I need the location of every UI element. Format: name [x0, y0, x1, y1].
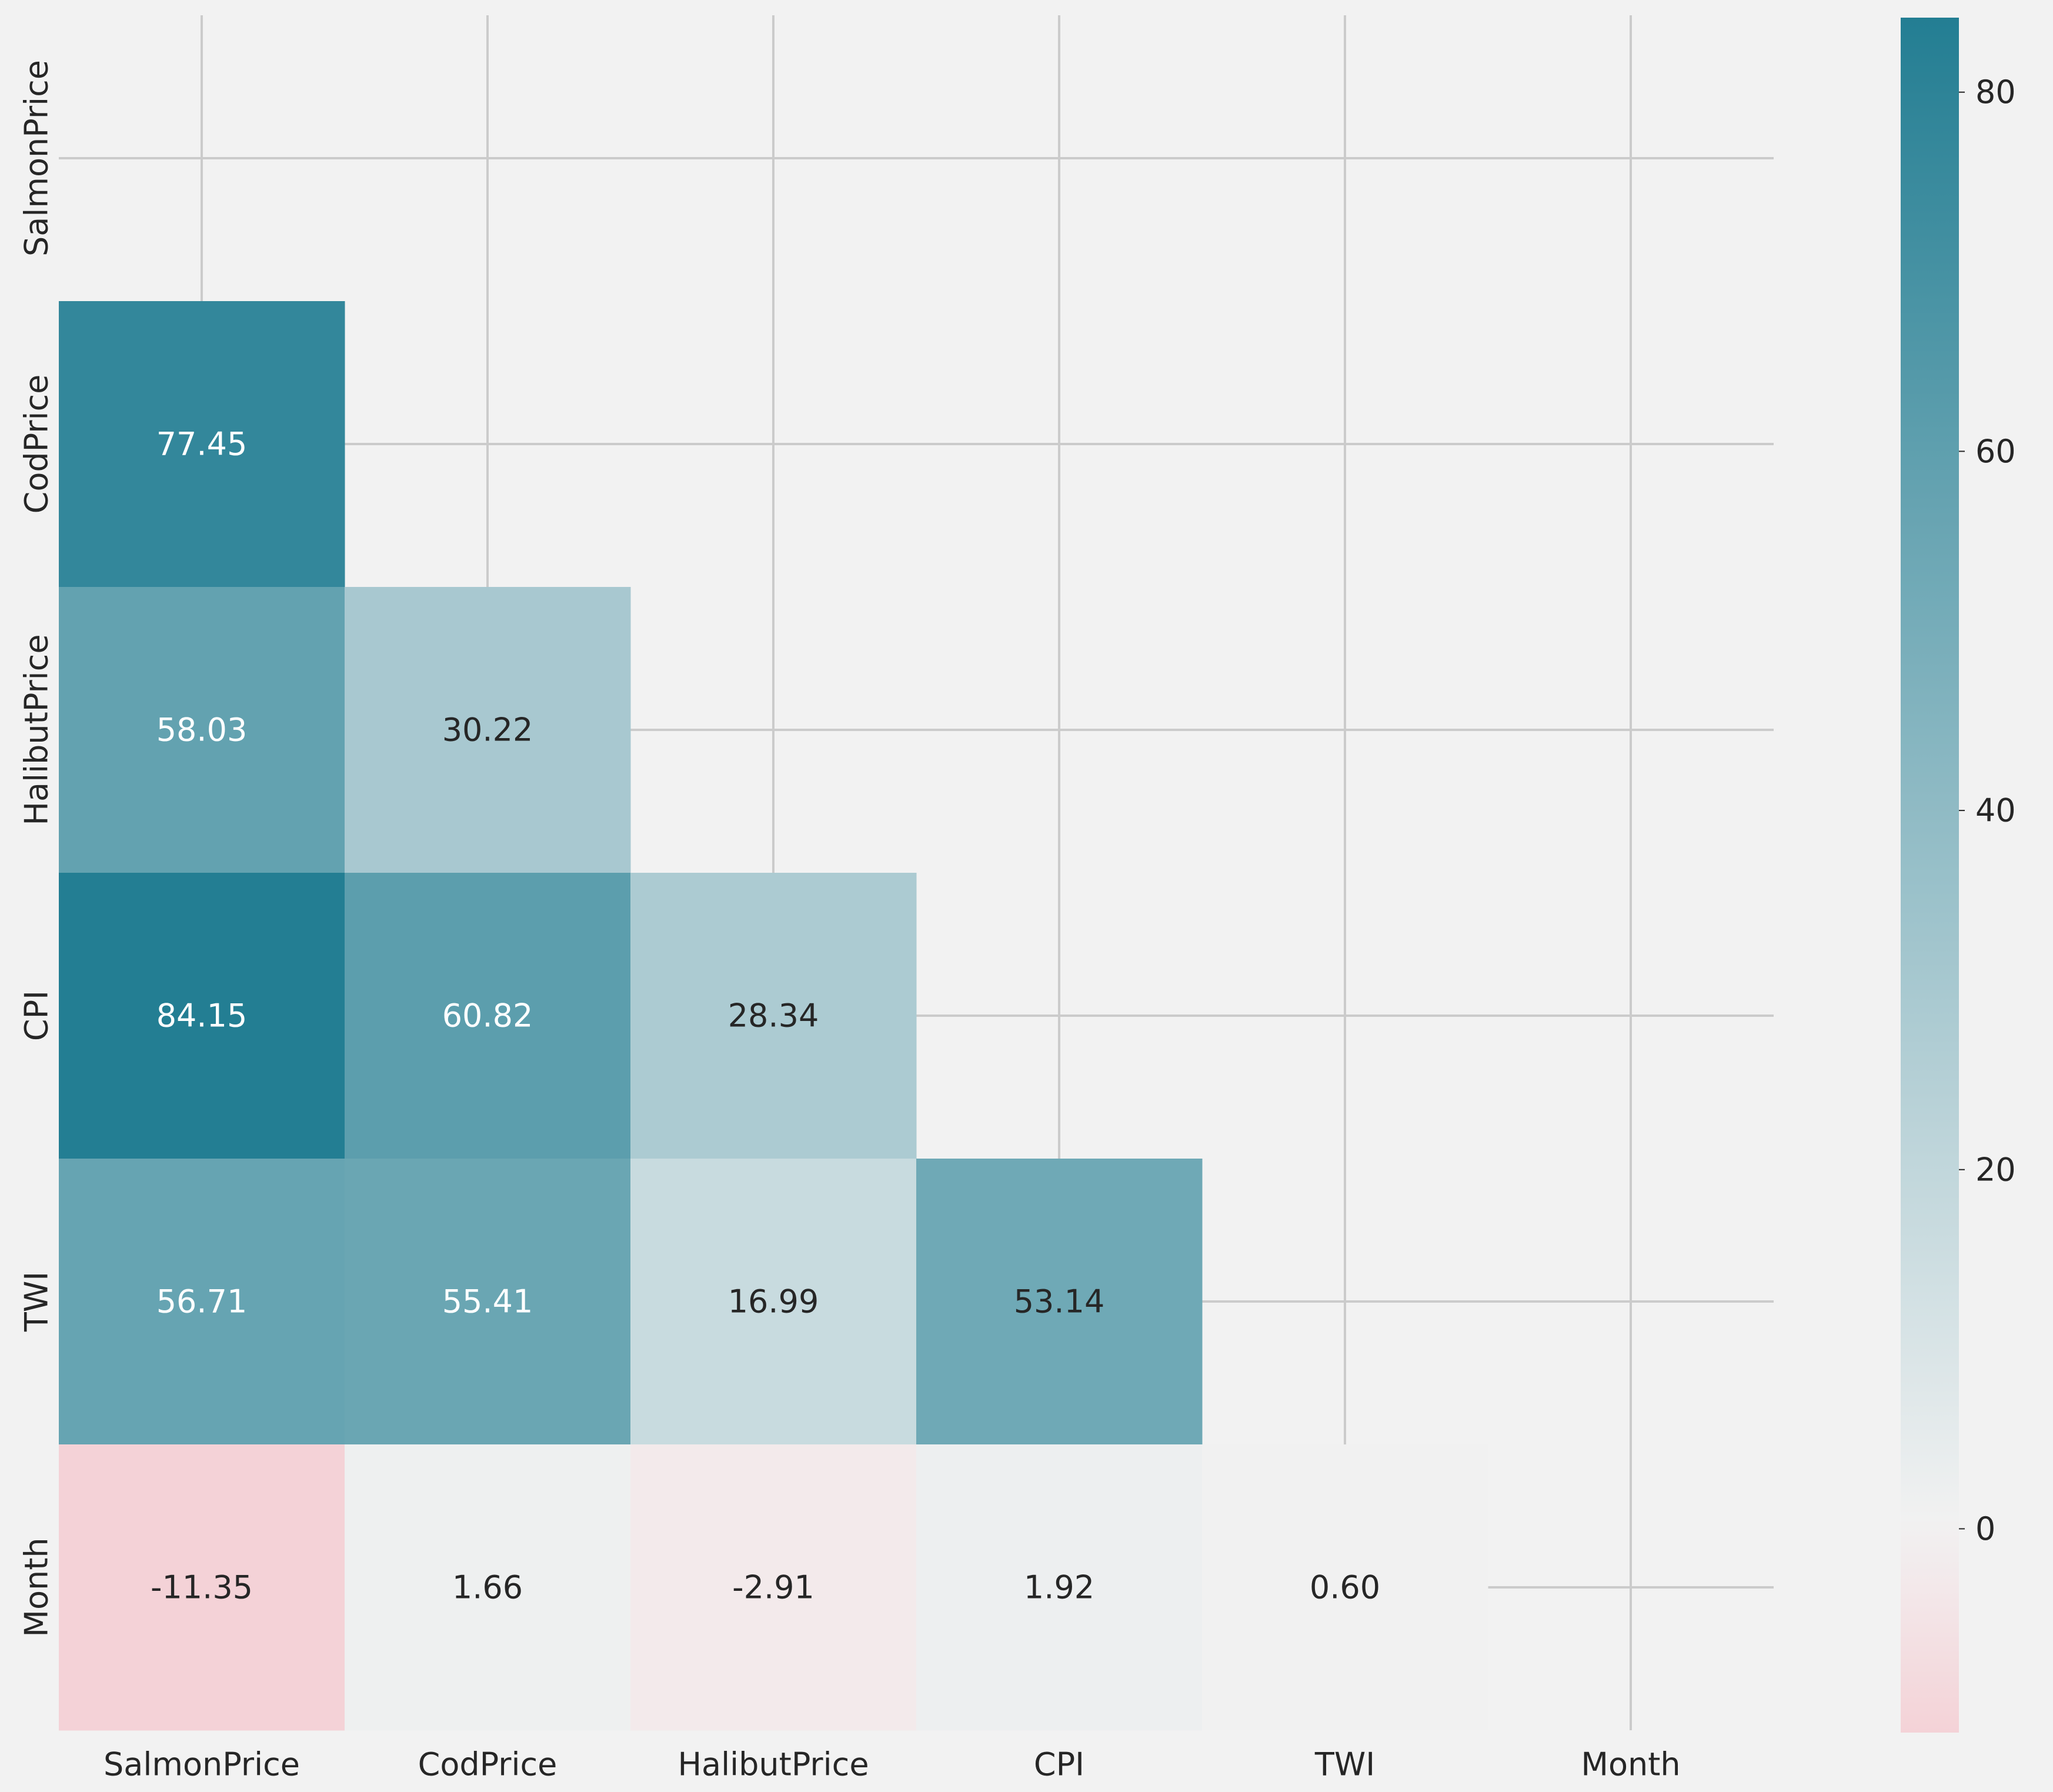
- heatmap-cell-twi-cpi: [916, 1159, 1203, 1445]
- heatmap-cell-twi-salmonprice: [59, 1159, 345, 1445]
- y-tick-label-twi: TWI: [18, 1272, 55, 1332]
- x-tick-label-month: Month: [1581, 1746, 1680, 1783]
- heatmap-cell-codprice-salmonprice: [59, 301, 345, 588]
- heatmap-cell-cpi-codprice: [345, 873, 631, 1159]
- colorbar: 0 20 40 60 80: [1901, 18, 2016, 1733]
- cell-label-halibutprice-salmonprice: 58.03: [156, 712, 248, 749]
- y-tick-label-cpi: CPI: [18, 990, 55, 1041]
- cell-label-twi-cpi: 53.14: [1014, 1283, 1105, 1320]
- heatmap-cell-halibutprice-salmonprice: [59, 587, 345, 873]
- colorbar-tick-label-60: 60: [1975, 433, 2016, 470]
- y-tick-label-salmonprice: SalmonPrice: [18, 60, 55, 256]
- cell-label-month-twi: 0.60: [1310, 1569, 1380, 1606]
- heatmap-cell-twi-halibutprice: [630, 1159, 917, 1445]
- y-tick-label-halibutprice: HalibutPrice: [18, 634, 55, 825]
- cell-label-twi-codprice: 55.41: [442, 1283, 533, 1320]
- x-tick-label-twi: TWI: [1314, 1746, 1375, 1783]
- colorbar-tick-label-80: 80: [1975, 74, 2016, 111]
- heatmap-cell-month-halibutprice: [630, 1444, 917, 1731]
- heatmap-cell-month-salmonprice: [59, 1444, 345, 1731]
- cell-label-codprice-salmonprice: 77.45: [156, 426, 248, 463]
- heatmap-cell-cpi-salmonprice: [59, 873, 345, 1159]
- cell-label-twi-halibutprice: 16.99: [728, 1283, 819, 1320]
- heatmap-cell-month-cpi: [916, 1444, 1203, 1731]
- cell-label-cpi-halibutprice: 28.34: [728, 997, 819, 1035]
- labels-layer: 77.45 58.03 30.22 84.15 60.82 28.34 56.71 55.41…: [151, 426, 1380, 1606]
- cell-label-month-codprice: 1.66: [452, 1569, 523, 1606]
- y-axis: SalmonPrice CodPrice HalibutPrice CPI TWI Mon…: [18, 60, 55, 1637]
- cell-label-month-salmonprice: -11.35: [151, 1569, 253, 1606]
- cell-label-cpi-codprice: 60.82: [442, 997, 533, 1035]
- heatmap-cell-twi-codprice: [345, 1159, 631, 1445]
- cells-layer: [59, 301, 1488, 1731]
- x-tick-label-halibutprice: HalibutPrice: [677, 1746, 869, 1783]
- x-tick-label-salmonprice: SalmonPrice: [104, 1746, 300, 1783]
- heatmap-cell-month-codprice: [345, 1444, 631, 1731]
- y-tick-label-codprice: CodPrice: [18, 375, 55, 514]
- heatmap-cell-cpi-halibutprice: [630, 873, 917, 1159]
- x-axis: SalmonPrice CodPrice HalibutPrice CPI TWI Mon…: [104, 1746, 1681, 1783]
- cell-label-twi-salmonprice: 56.71: [156, 1283, 248, 1320]
- colorbar-tick-label-20: 20: [1975, 1151, 2016, 1188]
- colorbar-tick-label-0: 0: [1975, 1510, 1995, 1547]
- x-tick-label-codprice: CodPrice: [418, 1746, 558, 1783]
- heatmap-cell-halibutprice-codprice: [345, 587, 631, 873]
- cell-label-cpi-salmonprice: 84.15: [156, 997, 248, 1035]
- heatmap-cell-month-twi: [1202, 1444, 1488, 1731]
- cell-label-month-halibutprice: -2.91: [732, 1569, 814, 1606]
- cell-label-halibutprice-codprice: 30.22: [442, 712, 533, 749]
- colorbar-gradient: [1901, 18, 1959, 1733]
- cell-label-month-cpi: 1.92: [1024, 1569, 1094, 1606]
- y-tick-label-month: Month: [18, 1537, 55, 1637]
- colorbar-tick-label-40: 40: [1975, 792, 2016, 829]
- x-tick-label-cpi: CPI: [1034, 1746, 1084, 1783]
